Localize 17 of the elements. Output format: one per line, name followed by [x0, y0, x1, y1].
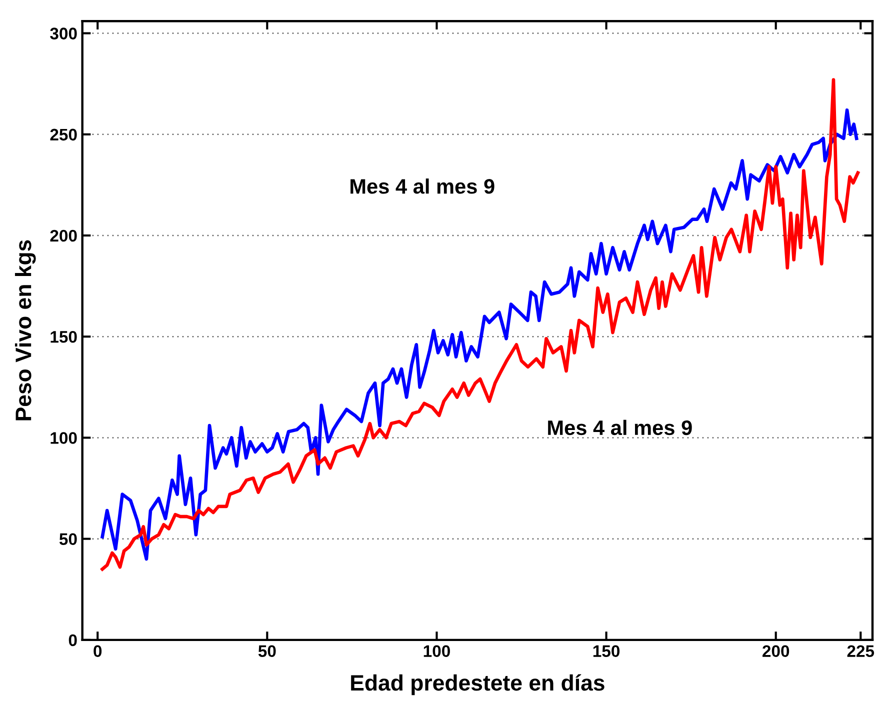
y-tick-label: 150 — [50, 330, 77, 343]
annotation: Mes 4 al mes 9 — [548, 420, 692, 436]
y-tick-label: 250 — [50, 128, 77, 141]
x-tick-label: 50 — [258, 645, 276, 658]
y-tick-label: 100 — [50, 432, 77, 444]
y-axis-title: Peso Vivo en kgs — [14, 240, 36, 420]
y-tick-label: 300 — [50, 28, 77, 40]
x-tick-label: 225 — [847, 645, 874, 658]
x-tick-label: 0 — [94, 645, 102, 658]
x-tick-label: 150 — [593, 645, 620, 658]
x-tick-label: 100 — [424, 645, 450, 658]
y-tick-label: 200 — [50, 230, 77, 242]
x-axis-title: Edad predestete en días — [351, 674, 604, 696]
annotation: Mes 4 al mes 9 — [350, 178, 494, 194]
x-tick-label: 200 — [762, 645, 790, 658]
y-tick-label: 0 — [68, 634, 77, 646]
y-tick-label: 50 — [59, 533, 77, 546]
